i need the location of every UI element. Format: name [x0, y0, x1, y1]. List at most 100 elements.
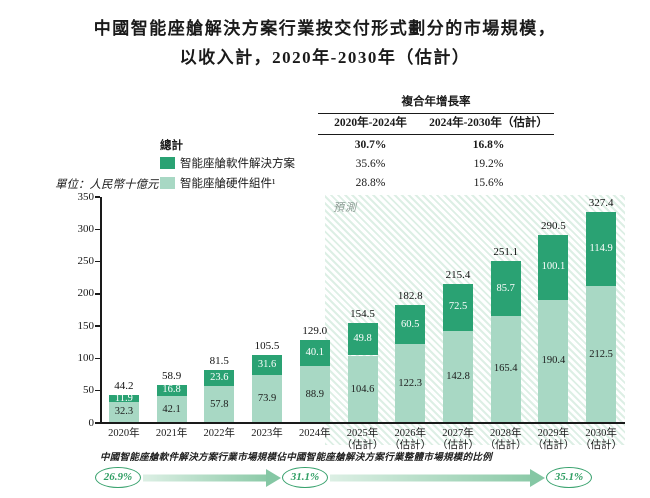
- x-tick-label: 2028年 （估計）: [484, 428, 527, 451]
- cagr-table-header: 複合年增長率: [318, 93, 554, 114]
- bar-value-label-hardware: 104.6: [350, 383, 375, 395]
- bar-segment-software: [156, 385, 187, 396]
- cagr-hardware-2020-2024: 28.8%: [355, 177, 386, 189]
- bar-value-label-hardware: 165.4: [493, 363, 518, 375]
- bar-value-label-software: 40.1: [305, 346, 324, 358]
- bar-segment-hardware: [252, 375, 282, 423]
- y-axis-tick: [95, 260, 100, 263]
- bar-value-label-hardware: 212.5: [589, 348, 613, 360]
- bar-total-label: 215.4: [445, 269, 471, 281]
- bar-value-label-software: 60.5: [401, 319, 420, 330]
- bar-value-label-hardware: 32.3: [114, 406, 134, 418]
- bar-segment-hardware: [538, 300, 569, 423]
- unit-label: 單位：人民幣十億元: [55, 179, 159, 191]
- legend-total-label: 總計: [160, 140, 183, 152]
- bar-segment-software: [538, 235, 569, 300]
- cagr-hardware-2024-2030: 15.6%: [473, 177, 504, 189]
- cagr-software-2020-2024: 35.6%: [355, 158, 386, 170]
- legend-item-software-label: 智能座艙軟件解決方案: [180, 158, 295, 170]
- cagr-software-2024-2030: 19.2%: [473, 158, 504, 170]
- cagr-column-2024-2030: 2024年-2030年（估計）: [429, 117, 548, 129]
- bar-segment-software: [347, 323, 378, 356]
- y-axis: [100, 197, 102, 423]
- cagr-total-2024-2030: 16.8%: [472, 139, 505, 151]
- legend-item-hardware-label: 智能座艙硬件組件¹: [180, 178, 276, 190]
- forecast-label: 預測: [333, 202, 357, 214]
- bar-value-label-software: 16.8: [162, 384, 181, 395]
- cagr-row-software: 35.6% 19.2%: [318, 158, 554, 170]
- bar-value-label-hardware: 73.9: [257, 393, 277, 405]
- hardware-color-swatch: [160, 177, 175, 189]
- bar-value-label-software: 85.7: [496, 282, 515, 294]
- bar-value-label-software: 23.6: [210, 372, 229, 384]
- x-tick-label: 2030年 （估計）: [580, 428, 623, 451]
- bar-value-label-hardware: 190.4: [541, 355, 566, 367]
- bar-total-label: 251.1: [493, 245, 519, 258]
- ratio-badge-2024: 31.1%: [282, 467, 328, 488]
- chart-title: 中國智能座艙解決方案行業按交付形式劃分的市場規模， 以收入計，2020年-203…: [0, 14, 650, 72]
- bar-total-label: 129.0: [302, 324, 328, 337]
- y-tick-label: 200: [77, 287, 95, 300]
- y-tick-label: 0: [88, 416, 95, 429]
- bar-segment-hardware: [156, 395, 187, 423]
- bar-segment-hardware: [395, 344, 426, 423]
- bar-value-label-hardware: 142.8: [446, 370, 470, 382]
- y-axis-tick: [95, 228, 100, 230]
- bar-value-label-software: 11.9: [114, 392, 133, 404]
- x-tick-label: 2021年: [155, 428, 188, 439]
- y-tick-label: 350: [77, 190, 95, 203]
- legend-item-hardware: 智能座艙硬件組件¹: [160, 175, 275, 191]
- bar-segment-software: [443, 284, 473, 331]
- legend-item-software: 智能座艙軟件解決方案: [160, 155, 295, 171]
- y-axis-tick: [95, 390, 100, 392]
- bar-value-label-hardware: 57.8: [210, 398, 229, 410]
- x-tick-label: 2029年 （估計）: [532, 428, 575, 451]
- chart-title-line2: 以收入計，2020年-2030年（估計）: [179, 48, 471, 67]
- y-axis-tick: [95, 357, 100, 360]
- bar-segment-hardware: [443, 330, 473, 423]
- x-tick-label: 2026年 （估計）: [389, 428, 432, 451]
- right-arrow-icon: [143, 469, 281, 487]
- bar-total-label: 290.5: [541, 220, 566, 233]
- bar-total-label: 81.5: [209, 355, 229, 368]
- y-tick-label: 300: [77, 222, 95, 235]
- bar-total-label: 182.8: [397, 290, 423, 302]
- bar-segment-software: [395, 305, 426, 345]
- ratio-footnote: 中國智能座艙軟件解決方案行業市場規模佔中國智能座艙解決方案行業整體市場規模的比例: [100, 453, 493, 463]
- bar-total-label: 154.5: [350, 308, 375, 321]
- right-arrow-icon: [330, 469, 545, 487]
- bar-segment-software: [299, 339, 330, 366]
- bar-value-label-software: 72.5: [448, 301, 468, 312]
- y-tick-label: 150: [77, 319, 95, 332]
- x-tick-label: 2022年: [203, 428, 236, 439]
- bar-segment-hardware: [490, 316, 521, 423]
- chart-title-line1: 中國智能座艙解決方案行業按交付形式劃分的市場規模，: [93, 19, 557, 38]
- bar-value-label-software: 31.6: [257, 358, 277, 370]
- bar-value-label-software: 114.9: [589, 242, 613, 254]
- y-tick-label: 250: [77, 255, 95, 268]
- bar-segment-hardware: [347, 355, 378, 423]
- bar-segment-hardware: [299, 365, 330, 423]
- cagr-row-total: 30.7% 16.8%: [318, 139, 554, 151]
- cagr-table-columns: 2020年-2024年 2024年-2030年（估計）: [318, 114, 554, 135]
- bar-segment-software: [586, 211, 617, 286]
- cagr-row-hardware: 28.8% 15.6%: [318, 177, 554, 189]
- ratio-badge-2020: 26.9%: [95, 467, 141, 488]
- bar-value-label-hardware: 88.9: [305, 388, 324, 400]
- x-axis: [100, 422, 625, 424]
- x-tick-label: 2027年 （估計）: [437, 428, 479, 451]
- bar-value-label-hardware: 122.3: [398, 378, 422, 389]
- bar-total-label: 105.5: [254, 339, 280, 352]
- bar-value-label-software: 49.8: [353, 333, 372, 345]
- cagr-column-2020-2024: 2020年-2024年: [334, 117, 407, 129]
- bar-value-label-hardware: 42.1: [162, 403, 181, 415]
- bar-segment-hardware: [586, 285, 617, 423]
- bar-segment-software: [490, 260, 521, 317]
- bar-segment-software: [252, 354, 282, 376]
- y-axis-tick: [95, 293, 100, 295]
- bar-total-label: 327.4: [588, 196, 614, 209]
- y-tick-label: 50: [83, 384, 94, 397]
- ratio-badge-2030: 35.1%: [546, 467, 592, 488]
